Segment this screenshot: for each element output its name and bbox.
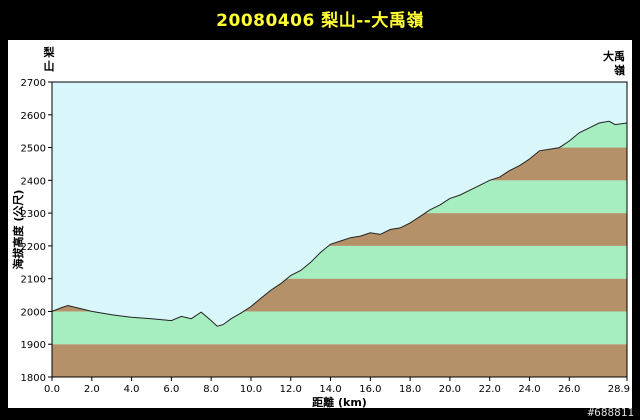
y-tick-label: 1800 bbox=[21, 373, 46, 384]
elevation-chart: 1800 1900 2000 2100 2200 2300 2400 2500 2600 2700… bbox=[11, 45, 630, 408]
x-tick-label: 6.0 bbox=[163, 384, 179, 395]
watermark: #688811 bbox=[587, 406, 634, 419]
elevation-band bbox=[52, 344, 627, 377]
y-tick-label: 2200 bbox=[21, 242, 46, 253]
x-tick-label: 12.0 bbox=[280, 384, 302, 395]
y-tick-label: 2100 bbox=[21, 275, 46, 286]
x-tick-label: 4.0 bbox=[124, 384, 140, 395]
y-tick-label: 2700 bbox=[21, 78, 46, 89]
x-tick-label: 8.0 bbox=[203, 384, 219, 395]
y-axis-label: 海拔高度 (公尺) bbox=[11, 190, 25, 270]
x-axis-label: 距離 (km) bbox=[312, 395, 367, 408]
x-tick-label: 24.0 bbox=[518, 384, 540, 395]
x-tick-label: 26.0 bbox=[558, 384, 580, 395]
end-location-label: 大禹嶺 bbox=[603, 49, 625, 77]
elevation-profile-line bbox=[51, 120, 628, 327]
plot-frame bbox=[51, 81, 628, 378]
x-axis: 0.0 2.0 4.0 6.0 8.0 10.0 12.0 14.0 16.0 18.0 20.0 2… bbox=[44, 377, 630, 395]
x-tick-label: 22.0 bbox=[479, 384, 501, 395]
x-tick-label: 20.0 bbox=[439, 384, 461, 395]
chart-title: 20080406 梨山--大禹嶺 bbox=[216, 11, 424, 31]
x-tick-label: 10.0 bbox=[240, 384, 262, 395]
y-tick-label: 2400 bbox=[21, 176, 46, 187]
x-tick-label: 28.9 bbox=[608, 384, 630, 395]
x-tick-label: 0.0 bbox=[44, 384, 60, 395]
y-tick-label: 2600 bbox=[21, 111, 46, 122]
x-tick-label: 14.0 bbox=[319, 384, 341, 395]
x-tick-label: 16.0 bbox=[359, 384, 381, 395]
chart-panel: 1800 1900 2000 2100 2200 2300 2400 2500 2600 2700… bbox=[8, 40, 632, 408]
x-tick-label: 18.0 bbox=[399, 384, 421, 395]
y-axis: 1800 1900 2000 2100 2200 2300 2400 2500 2600 2700 bbox=[21, 78, 52, 384]
y-tick-label: 2500 bbox=[21, 144, 46, 155]
y-tick-label: 2300 bbox=[21, 209, 46, 220]
x-tick-label: 2.0 bbox=[84, 384, 100, 395]
y-tick-label: 2000 bbox=[21, 307, 46, 318]
start-location-label: 梨山 bbox=[43, 45, 56, 73]
y-tick-label: 1900 bbox=[21, 340, 46, 351]
